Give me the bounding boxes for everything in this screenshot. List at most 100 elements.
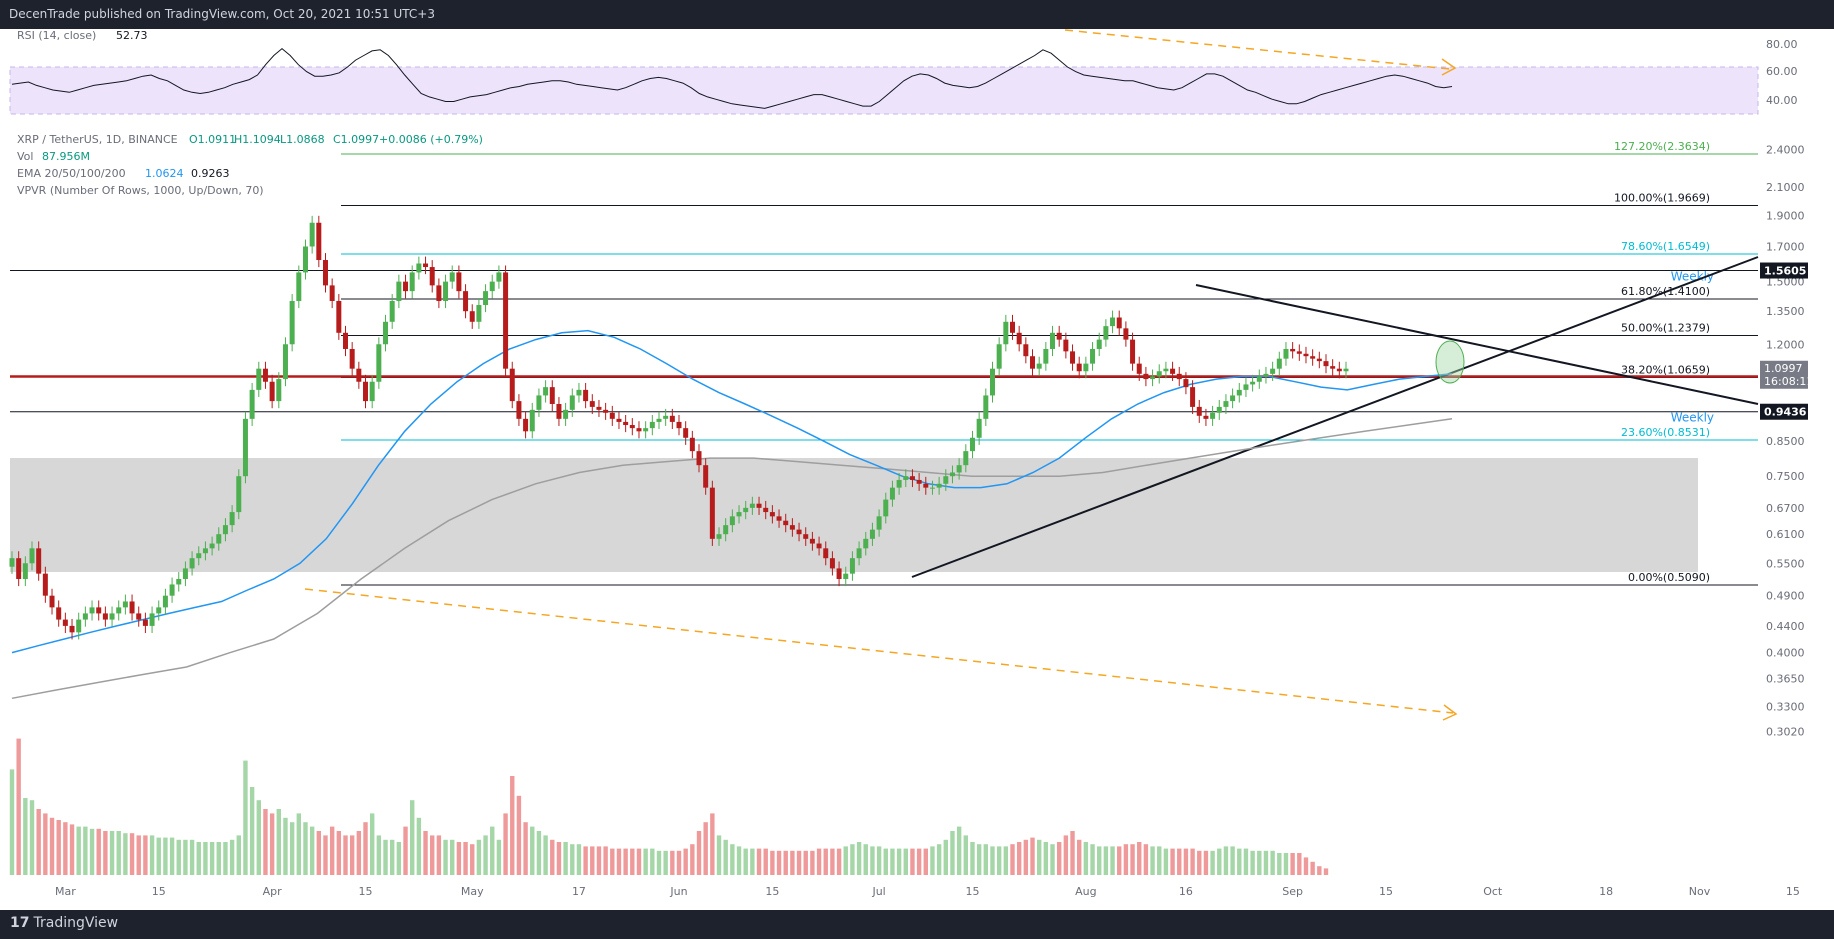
candle-body [856, 548, 862, 559]
volume-bar [1323, 868, 1329, 875]
volume-bar [710, 813, 715, 875]
volume-bar [176, 839, 181, 875]
volume-bar [1163, 848, 1169, 875]
volume-indicator-value: 87.956M [42, 150, 90, 163]
time-tick-label: 16 [1179, 885, 1193, 898]
time-tick-label: 18 [1599, 885, 1613, 898]
candle-body [109, 613, 115, 620]
volume-bar [770, 850, 775, 875]
candle-body [576, 389, 582, 396]
volume-bar [1310, 861, 1315, 875]
volume-bar [396, 842, 402, 875]
candle-body [356, 368, 362, 382]
candle-body [843, 573, 849, 579]
volume-bar [1070, 831, 1075, 875]
candle-body [1083, 363, 1089, 372]
volume-bar [223, 842, 228, 875]
candle-body [89, 607, 95, 614]
volume-bar [303, 822, 308, 875]
price-tick-label: 1.2000 [1766, 338, 1805, 351]
volume-bar [1290, 853, 1295, 875]
rsi-divergence-arrowhead [1441, 58, 1457, 76]
time-tick-label: 15 [152, 885, 166, 898]
candle-body [1343, 368, 1349, 372]
candle-body [1110, 317, 1116, 327]
volume-bar [1056, 842, 1062, 875]
price-tick-label: 0.3300 [1766, 701, 1805, 714]
volume-bar [636, 848, 642, 875]
volume-bar [510, 776, 515, 875]
time-tick-label: 15 [765, 885, 779, 898]
ohlc-open: O1.0911 [189, 133, 236, 146]
chart-frame[interactable]: RSI (14, close) 52.73 80.00 60.00 40.00 … [0, 29, 1834, 910]
volume-bar [483, 835, 488, 875]
volume-bar [563, 842, 568, 875]
volume-bar [1117, 846, 1122, 875]
price-tick-label: 1.7000 [1766, 240, 1805, 253]
volume-bar [136, 835, 141, 875]
candle-body [1316, 358, 1322, 362]
candle-body [869, 529, 875, 539]
candle-body [489, 281, 495, 292]
candle-body [943, 476, 949, 484]
volume-bar [583, 846, 588, 875]
volume-bar [976, 844, 982, 875]
candle-body [1310, 356, 1316, 359]
volume-bar [870, 846, 875, 875]
candle-body [302, 246, 308, 273]
volume-bar [743, 848, 748, 875]
volume-bar [923, 848, 928, 875]
candle-body [603, 409, 609, 413]
candle-body [736, 512, 742, 517]
candle-body [182, 568, 188, 579]
volume-bar [1130, 844, 1135, 875]
candle-body [1283, 348, 1289, 359]
volume-bar [329, 826, 335, 875]
candle-body [396, 281, 402, 301]
volume-bar [1263, 850, 1269, 875]
volume-bar [463, 842, 468, 875]
candle-body [549, 387, 555, 404]
ascending-trendline [911, 256, 1759, 578]
price-tick-label: 0.4900 [1766, 590, 1805, 603]
time-tick-label: 15 [1379, 885, 1393, 898]
ohlc-low: L1.0868 [280, 133, 325, 146]
volume-bar [1110, 846, 1115, 875]
volume-bar [1203, 850, 1209, 875]
volume-bar [1283, 853, 1289, 875]
candle-body [689, 437, 695, 452]
candle-body [443, 281, 449, 301]
volume-bar [183, 839, 188, 875]
volume-bar [29, 800, 35, 875]
candle-body [1096, 339, 1102, 349]
candle-body [923, 483, 929, 488]
candle-body [749, 503, 755, 508]
time-tick-label: Sep [1282, 885, 1303, 898]
volume-bar [650, 848, 655, 875]
volume-bar [990, 846, 995, 875]
candle-body [36, 548, 42, 574]
ohlc-change: +0.0086 (+0.79%) [379, 133, 483, 146]
volume-bar [256, 800, 261, 875]
tradingview-logo[interactable]: 17 TradingView [10, 915, 118, 931]
candle-body [823, 548, 829, 559]
chart-canvas[interactable]: RSI (14, close) 52.73 80.00 60.00 40.00 … [0, 29, 1834, 910]
volume-bar [23, 798, 28, 875]
candle-body [222, 525, 228, 535]
price-tick-label: 0.3650 [1766, 672, 1805, 685]
volume-bar [1030, 837, 1035, 875]
candle-body [416, 263, 422, 273]
publisher-text: DecenTrade published on TradingView.com,… [9, 7, 435, 21]
candle-body [162, 595, 168, 608]
candle-body [389, 300, 395, 322]
candle-body [96, 607, 102, 614]
volume-bar [1050, 844, 1055, 875]
candle-body [863, 538, 869, 549]
tradingview-logo-mark: 17 [10, 915, 30, 931]
volume-bar [163, 837, 168, 875]
volume-bar [910, 848, 915, 875]
volume-bar [1223, 846, 1229, 875]
symbol-label: XRP / TetherUS, 1D, BINANCE [17, 133, 178, 146]
candle-body [643, 428, 649, 432]
candle-body [1023, 344, 1029, 357]
